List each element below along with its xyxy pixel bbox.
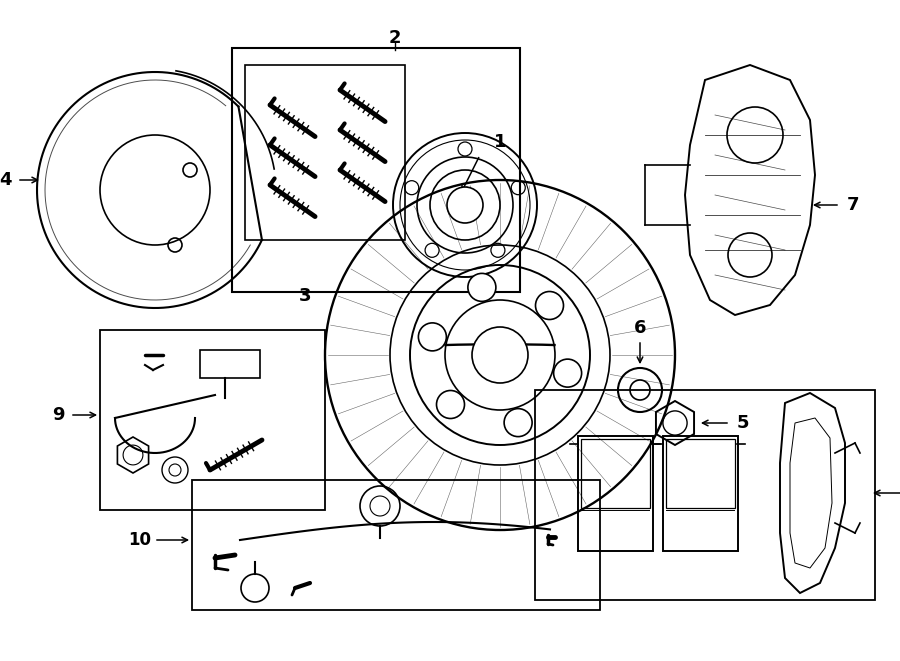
- Text: 9: 9: [52, 406, 64, 424]
- Circle shape: [418, 323, 446, 351]
- Bar: [578, 436, 653, 551]
- Circle shape: [554, 359, 581, 387]
- Circle shape: [468, 274, 496, 301]
- Text: 5: 5: [737, 414, 749, 432]
- Text: 1: 1: [494, 133, 506, 151]
- Circle shape: [472, 327, 528, 383]
- Text: 2: 2: [389, 29, 401, 47]
- Circle shape: [436, 391, 464, 418]
- Bar: [581, 439, 650, 508]
- Text: 6: 6: [634, 319, 646, 337]
- Text: 10: 10: [129, 531, 151, 549]
- Bar: [666, 439, 735, 508]
- Circle shape: [447, 187, 483, 223]
- Text: 4: 4: [0, 171, 11, 189]
- Text: 3: 3: [299, 287, 311, 305]
- Bar: [200, 350, 260, 378]
- Bar: [663, 436, 738, 551]
- Text: 7: 7: [847, 196, 860, 214]
- Circle shape: [536, 292, 563, 319]
- Circle shape: [504, 408, 532, 437]
